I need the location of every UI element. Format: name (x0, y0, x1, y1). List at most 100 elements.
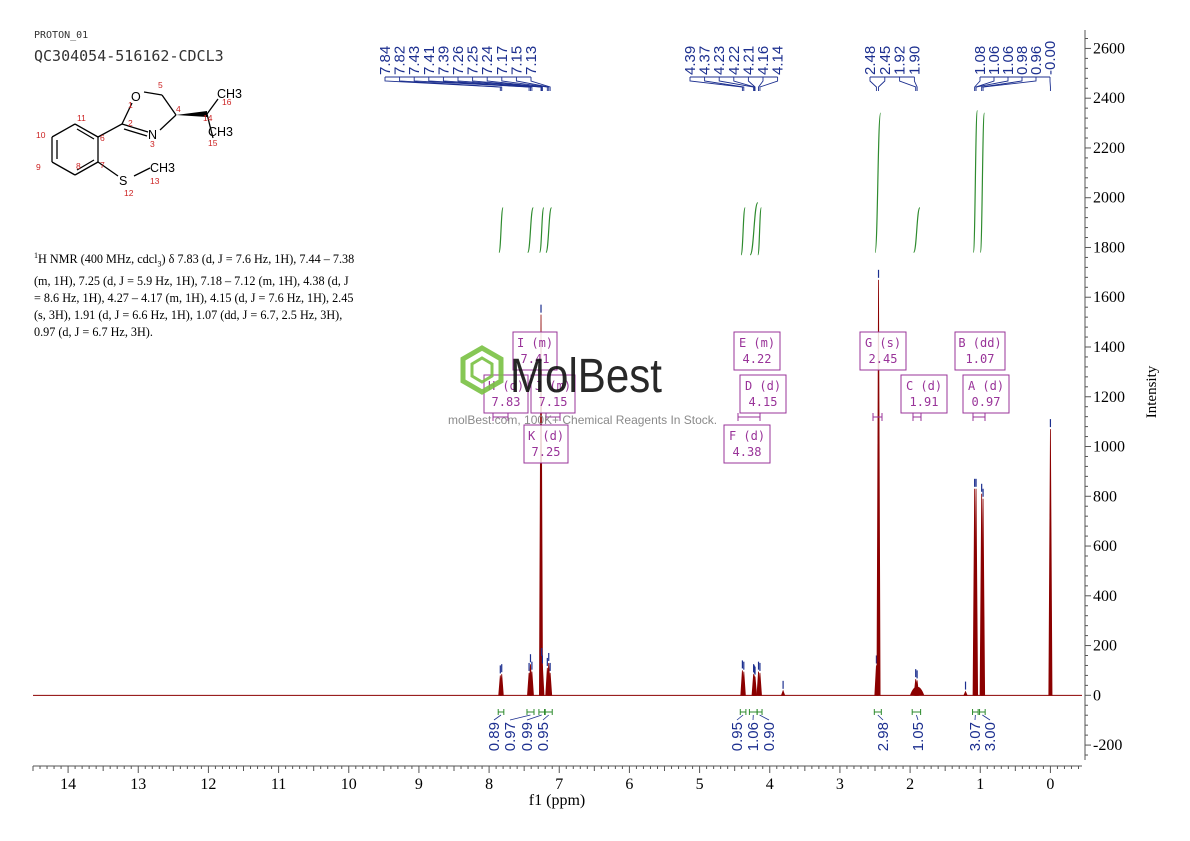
integration-curve (979, 112, 986, 254)
x-tick-label: 4 (766, 776, 774, 793)
integral-leader (509, 714, 531, 721)
bond (206, 98, 219, 115)
y-tick-label: 1400 (1093, 339, 1125, 356)
integral-value: 3.00 (982, 722, 999, 751)
peak-shift-label: 4.37 (697, 46, 714, 75)
y-tick-label: 200 (1093, 638, 1117, 655)
bond (76, 128, 95, 140)
bond (123, 128, 148, 137)
atom-number: 14 (203, 113, 213, 123)
y-tick-label: 0 (1093, 687, 1101, 704)
peak-shift-label: 4.22 (726, 46, 743, 75)
atom-number: 15 (208, 138, 218, 148)
peak-leader-line (689, 77, 743, 91)
multiplet-type: C (d) (906, 379, 942, 393)
multiplet-shift: 7.15 (539, 395, 568, 409)
y-tick-label: 2400 (1093, 90, 1125, 107)
integral-value: 1.06 (745, 722, 762, 751)
atom-CH3-16: CH3 (217, 87, 242, 101)
y-axis: 2600240022002000180016001400120010008006… (1084, 30, 1160, 760)
watermark-url: molBest.com, 100K+ Chemical Reagents In … (448, 413, 718, 427)
y-tick-label: 1800 (1093, 239, 1125, 256)
peak-shift-label: 7.13 (523, 46, 540, 75)
y-tick-label: -200 (1093, 737, 1122, 754)
integral-leader (982, 714, 991, 721)
spectrum-hump (911, 686, 925, 696)
multiplet-shift: 1.07 (966, 352, 995, 366)
peak-leader-line (457, 77, 542, 91)
multiplet-type: I (m) (517, 336, 553, 350)
atom-C-15: CH3 (208, 125, 233, 139)
peak-shift-label: 1.92 (892, 46, 909, 75)
integral-value: 0.89 (486, 722, 503, 751)
peak-shift-label: 7.25 (465, 46, 482, 75)
spectrum-peak (757, 672, 762, 696)
x-tick-label: 6 (625, 776, 633, 793)
integration-curve (874, 112, 882, 254)
peak-leader-line (399, 77, 503, 91)
peak-shift-label: 2.48 (862, 46, 879, 75)
x-tick-label: 7 (555, 776, 563, 793)
atom-CH3-13: CH3 (150, 161, 175, 175)
peak-leader-line (899, 77, 917, 91)
peak-shift-label: 7.41 (421, 46, 438, 75)
multiplet-box (723, 424, 771, 464)
watermark-hexagon-icon (460, 345, 504, 395)
peak-leader-line (974, 77, 981, 91)
x-tick-label: 0 (1046, 776, 1054, 793)
peak-leader-line (486, 77, 543, 91)
multiplet-box (523, 424, 569, 464)
y-tick-label: 1600 (1093, 289, 1125, 306)
peak-leader-line (758, 77, 764, 91)
integral-value: 0.95 (535, 722, 552, 751)
integral-value: 0.95 (729, 722, 746, 751)
integral-leader (759, 714, 770, 721)
x-tick-label: 8 (485, 776, 493, 793)
peak-shift-label: 1.90 (906, 46, 923, 75)
y-tick-label: 2200 (1093, 140, 1125, 157)
peak-leader-line (501, 77, 548, 91)
multiplet-shift: 7.41 (521, 352, 550, 366)
integration-curve (913, 207, 921, 254)
peak-shift-label: 1.06 (1000, 46, 1017, 75)
atom-number: 13 (150, 176, 160, 186)
peak-shift-label: 7.39 (435, 46, 452, 75)
multiplet-shift: 7.25 (532, 445, 561, 459)
peak-shift-label: 7.15 (508, 46, 525, 75)
x-axis-title: f1 (ppm) (529, 792, 585, 809)
y-tick-label: 800 (1093, 488, 1117, 505)
peak-leader-line (869, 77, 877, 91)
spectrum-peak (540, 665, 545, 696)
atom-number: 12 (124, 188, 134, 198)
x-tick-label: 1 (976, 776, 984, 793)
spectrum-peak (752, 676, 758, 696)
integration-curves (498, 110, 986, 256)
spectrum-peak (780, 689, 786, 696)
x-tick-label: 10 (341, 776, 357, 793)
multiplet-type: K (d) (528, 429, 564, 443)
multiplet-type: A (d) (968, 379, 1004, 393)
peak-leader-line (530, 77, 551, 91)
multiplet-box (733, 331, 781, 371)
multiplet-type: B (dd) (958, 336, 1001, 350)
atom-number: 9 (36, 162, 41, 172)
experiment-name: PROTON_01 (34, 30, 89, 41)
spectrum-peak (529, 671, 534, 696)
y-tick-label: 2600 (1093, 40, 1125, 57)
atom-number: 11 (77, 113, 86, 123)
spectrum-peak (981, 498, 986, 696)
peak-leader-line (384, 77, 501, 91)
peak-shift-label: 7.82 (392, 46, 409, 75)
integral-leader (916, 714, 919, 721)
peak-leader-line (733, 77, 755, 91)
bond (97, 123, 123, 138)
integration-curve (545, 207, 553, 254)
peak-leader-line (747, 77, 756, 91)
integration-curve (740, 207, 746, 256)
atom-number: 1 (128, 100, 133, 110)
atom-number: 2 (128, 118, 133, 128)
integral-value: 1.05 (910, 722, 927, 751)
peak-leader-line (759, 77, 779, 91)
peak-shift-label: 0.98 (1014, 46, 1031, 75)
atom-number: 5 (158, 80, 163, 90)
